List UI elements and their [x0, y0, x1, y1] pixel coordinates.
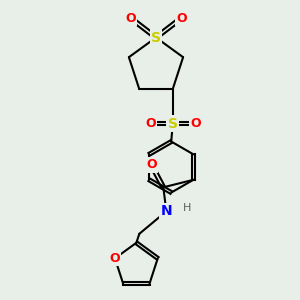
Text: O: O	[110, 252, 120, 265]
Text: N: N	[160, 204, 172, 218]
Text: O: O	[190, 117, 201, 130]
Text: O: O	[146, 158, 157, 171]
Text: H: H	[183, 203, 191, 213]
Text: S: S	[168, 117, 178, 130]
Text: S: S	[151, 31, 161, 44]
Text: O: O	[145, 117, 156, 130]
Text: O: O	[176, 11, 187, 25]
Text: O: O	[125, 11, 136, 25]
